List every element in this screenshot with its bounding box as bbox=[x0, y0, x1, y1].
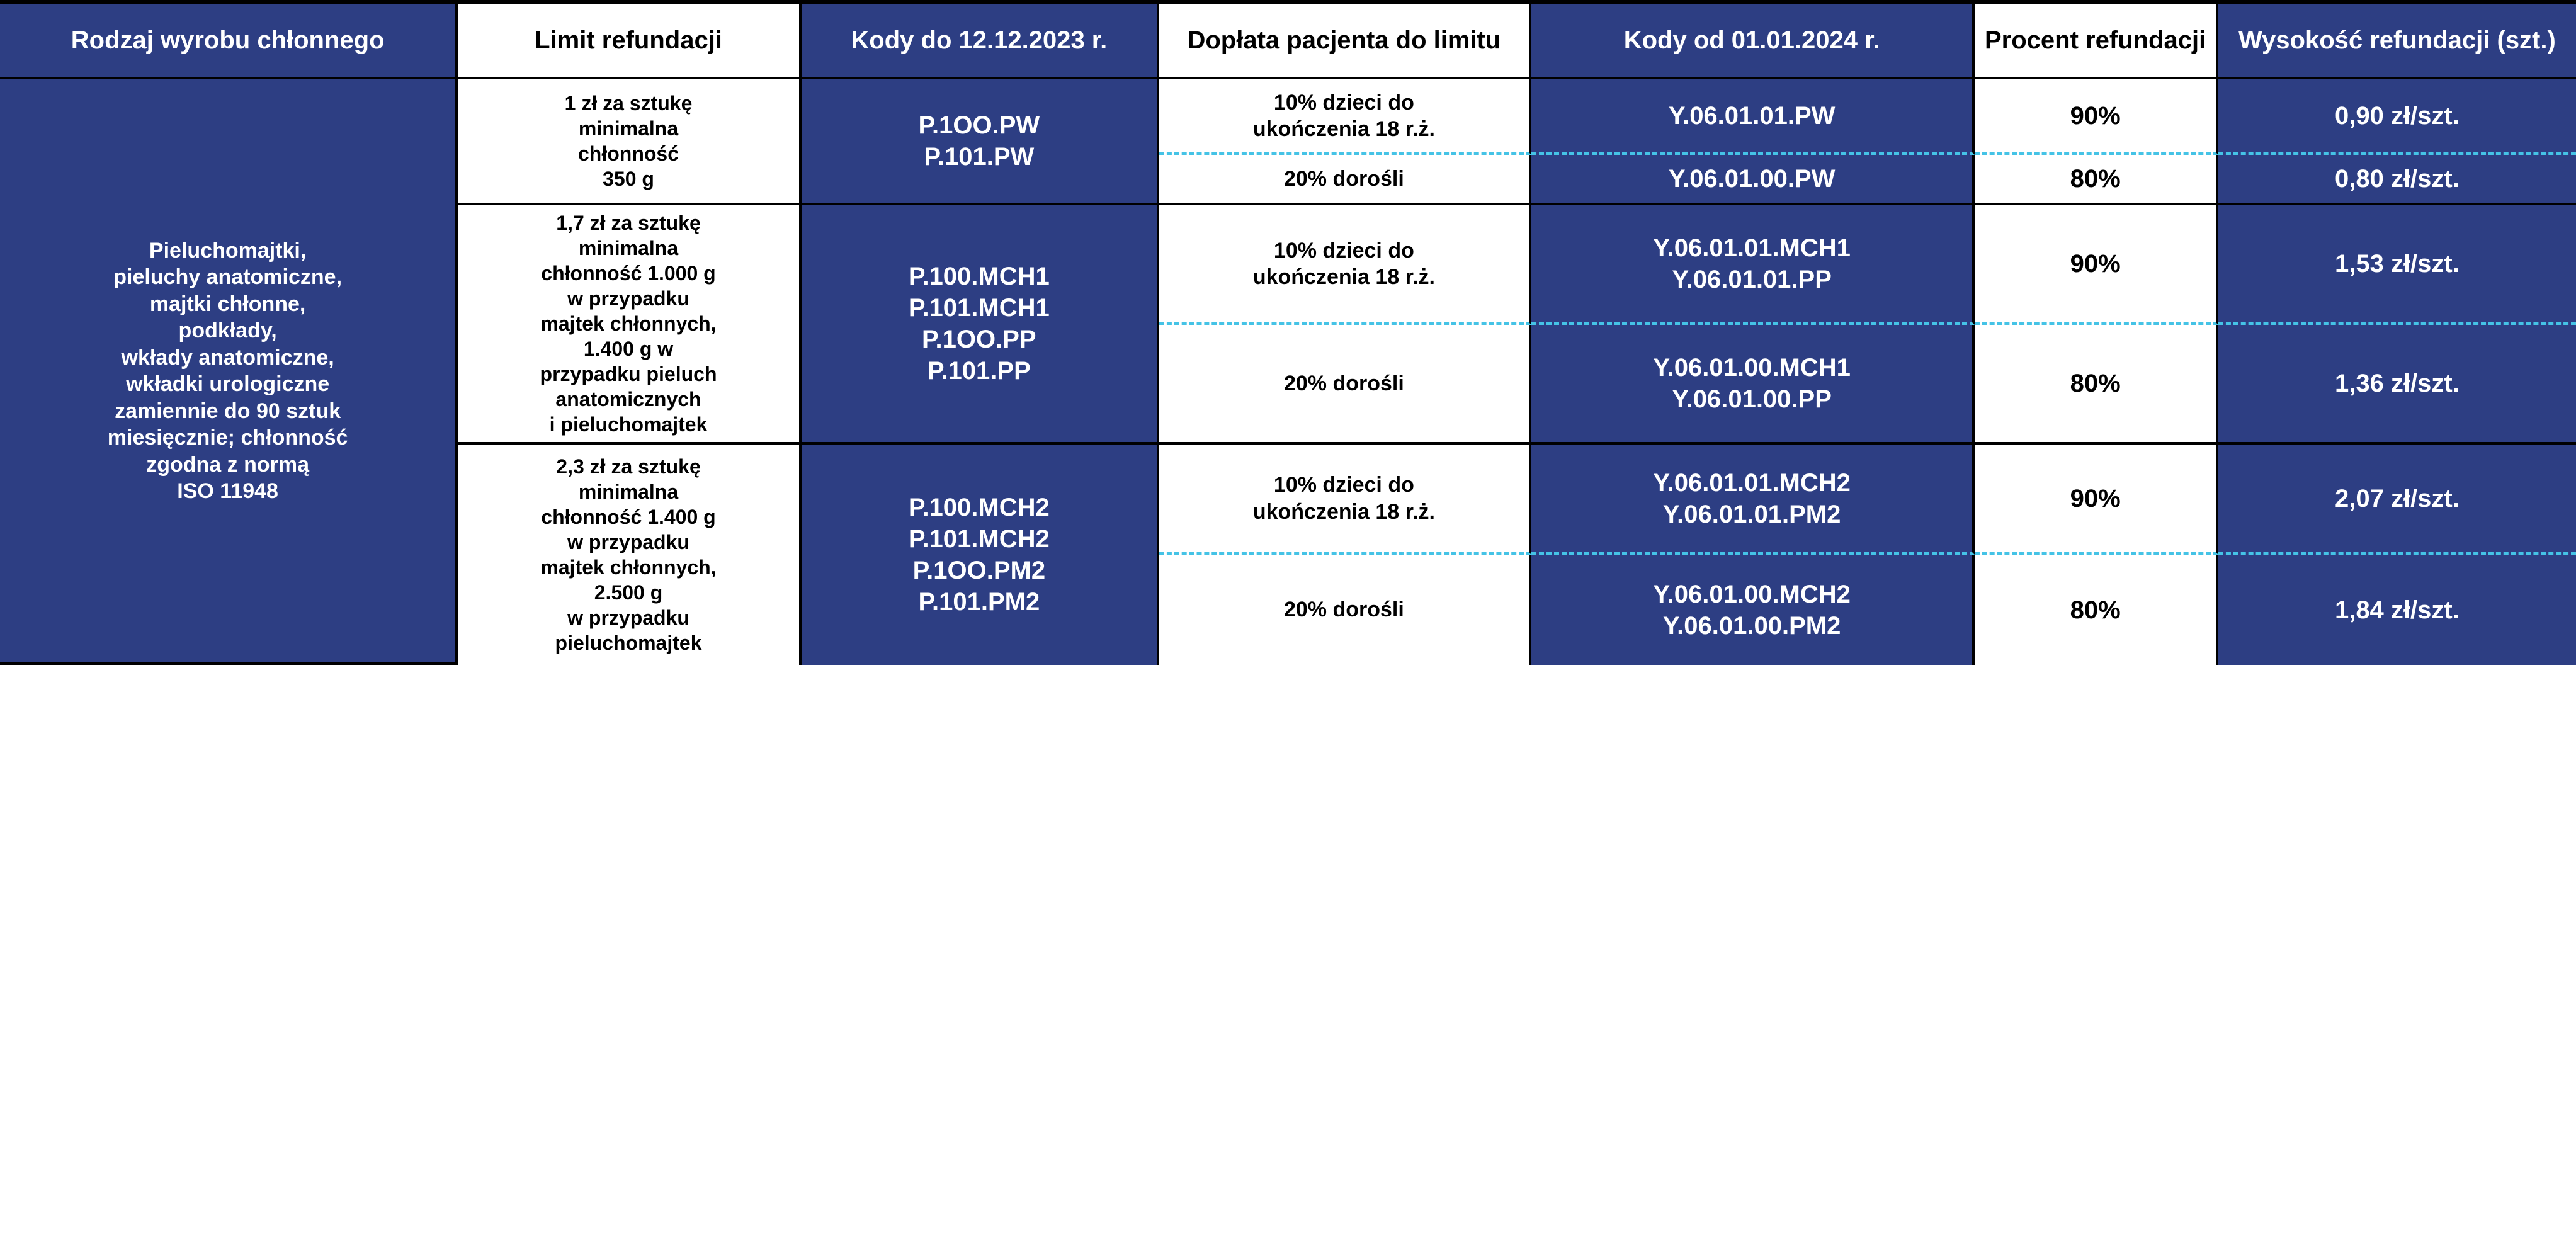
limit-0: 1 zł za sztukę minimalna chłonność 350 g bbox=[458, 79, 801, 205]
percent-1-1: 80% bbox=[1975, 325, 2218, 445]
header-c3: Kody do 12.12.2023 r. bbox=[802, 4, 1159, 79]
percent-0-0: 90% bbox=[1975, 79, 2218, 155]
header-c4: Dopłata pacjenta do limitu bbox=[1159, 4, 1531, 79]
header-c2: Limit refundacji bbox=[458, 4, 801, 79]
percent-2-0: 90% bbox=[1975, 445, 2218, 555]
amount-0-0: 0,90 zł/szt. bbox=[2218, 79, 2576, 155]
codes-new-2-1: Y.06.01.00.MCH2 Y.06.01.00.PM2 bbox=[1531, 555, 1975, 665]
amount-2-0: 2,07 zł/szt. bbox=[2218, 445, 2576, 555]
codes-old-2: P.100.MCH2 P.101.MCH2 P.1OO.PM2 P.101.PM… bbox=[802, 445, 1159, 665]
header-c5: Kody od 01.01.2024 r. bbox=[1531, 4, 1975, 79]
header-c7: Wysokość refundacji (szt.) bbox=[2218, 4, 2576, 79]
header-c1: Rodzaj wyrobu chłonnego bbox=[0, 4, 458, 79]
codes-new-1-1: Y.06.01.00.MCH1 Y.06.01.00.PP bbox=[1531, 325, 1975, 445]
doplata-1-0: 10% dzieci do ukończenia 18 r.ż. bbox=[1159, 205, 1531, 325]
amount-0-1: 0,80 zł/szt. bbox=[2218, 155, 2576, 205]
amount-1-1: 1,36 zł/szt. bbox=[2218, 325, 2576, 445]
doplata-2-1: 20% dorośli bbox=[1159, 555, 1531, 665]
codes-old-1: P.100.MCH1 P.101.MCH1 P.1OO.PP P.101.PP bbox=[802, 205, 1159, 445]
doplata-2-0: 10% dzieci do ukończenia 18 r.ż. bbox=[1159, 445, 1531, 555]
percent-0-1: 80% bbox=[1975, 155, 2218, 205]
doplata-1-1: 20% dorośli bbox=[1159, 325, 1531, 445]
doplata-0-0: 10% dzieci do ukończenia 18 r.ż. bbox=[1159, 79, 1531, 155]
codes-new-0-1: Y.06.01.00.PW bbox=[1531, 155, 1975, 205]
amount-1-0: 1,53 zł/szt. bbox=[2218, 205, 2576, 325]
codes-new-2-0: Y.06.01.01.MCH2 Y.06.01.01.PM2 bbox=[1531, 445, 1975, 555]
header-c6: Procent refundacji bbox=[1975, 4, 2218, 79]
limit-2: 2,3 zł za sztukę minimalna chłonność 1.4… bbox=[458, 445, 801, 665]
percent-1-0: 90% bbox=[1975, 205, 2218, 325]
doplata-0-1: 20% dorośli bbox=[1159, 155, 1531, 205]
limit-1: 1,7 zł za sztukę minimalna chłonność 1.0… bbox=[458, 205, 801, 445]
codes-old-0: P.1OO.PW P.101.PW bbox=[802, 79, 1159, 205]
percent-2-1: 80% bbox=[1975, 555, 2218, 665]
refund-table: Rodzaj wyrobu chłonnegoLimit refundacjiK… bbox=[0, 0, 2576, 665]
codes-new-1-0: Y.06.01.01.MCH1 Y.06.01.01.PP bbox=[1531, 205, 1975, 325]
product-type: Pieluchomajtki, pieluchy anatomiczne, ma… bbox=[0, 79, 458, 665]
amount-2-1: 1,84 zł/szt. bbox=[2218, 555, 2576, 665]
codes-new-0-0: Y.06.01.01.PW bbox=[1531, 79, 1975, 155]
